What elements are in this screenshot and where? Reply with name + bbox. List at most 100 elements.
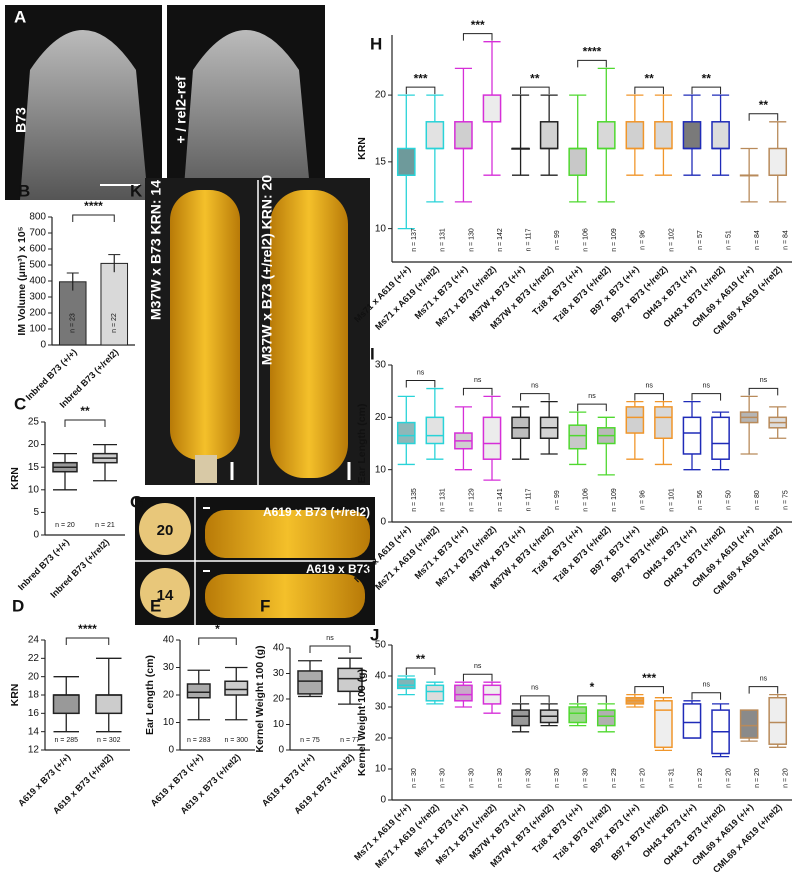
y-axis-label: Kernel Weight 100 (g)	[356, 669, 368, 776]
photo-label: A619 x B73 (+/rel2)	[263, 505, 370, 519]
n-label: n = 96	[640, 490, 647, 510]
significance-bracket	[520, 695, 550, 703]
significance-label: *	[215, 622, 220, 636]
n-label: n = 77	[340, 737, 360, 744]
y-tick-label: 10	[273, 719, 285, 730]
n-label: n = 106	[583, 228, 590, 252]
box	[224, 680, 249, 696]
n-label: n = 30	[411, 768, 418, 788]
significance-bracket	[198, 637, 237, 645]
box	[596, 121, 616, 150]
significance-label: **	[416, 652, 426, 666]
box	[568, 147, 588, 176]
panel-letter: H	[370, 34, 382, 53]
significance-label: **	[759, 98, 769, 112]
y-tick-label: 10	[375, 764, 387, 775]
n-label: n = 20	[783, 768, 790, 788]
n-label: n = 21	[95, 522, 115, 529]
n-label: n = 101	[668, 488, 675, 512]
box	[297, 670, 323, 695]
box	[654, 406, 673, 440]
significance-label: ****	[84, 199, 103, 213]
y-tick-label: 0	[278, 745, 284, 756]
y-tick-label: 100	[29, 324, 46, 335]
y-tick-label: 500	[29, 260, 46, 271]
n-label: n = 20	[697, 768, 704, 788]
y-axis-label: IM Volume (μm³) x 10⁵	[16, 226, 28, 335]
n-label: n = 20	[640, 768, 647, 788]
n-label: n = 135	[411, 488, 418, 512]
y-tick-label: 24	[28, 635, 40, 646]
panel-letter: F	[260, 596, 270, 615]
n-label: n = 51	[725, 230, 732, 250]
y-tick-label: 30	[163, 662, 175, 673]
y-tick-label: 40	[163, 635, 175, 646]
significance-bracket	[634, 86, 664, 95]
n-label: n = 131	[440, 228, 447, 252]
n-label: n = 75	[783, 490, 790, 510]
n-label: n = 29	[611, 768, 618, 788]
x-tick-label: Tzi8 x B73 (+/+)	[530, 802, 583, 855]
y-tick-label: 5	[33, 507, 39, 518]
significance-bracket	[634, 393, 664, 401]
n-label: n = 117	[525, 488, 532, 511]
y-axis-label: KRN	[9, 467, 21, 490]
y-tick-label: 10	[375, 223, 387, 234]
y-tick-label: 400	[29, 276, 46, 287]
box	[186, 683, 211, 699]
y-tick-label: 15	[375, 156, 387, 167]
n-label: n = 50	[725, 490, 732, 510]
y-axis-label: Ear Length (cm)	[144, 655, 156, 735]
n-label: n = 84	[783, 230, 790, 250]
box	[654, 121, 673, 150]
significance-bracket	[405, 380, 436, 388]
y-tick-label: 20	[273, 694, 285, 705]
significance-bracket	[577, 695, 607, 703]
box	[596, 709, 616, 727]
n-label: n = 20	[754, 768, 761, 788]
y-axis-label: Ear Length (cm)	[356, 404, 368, 484]
box	[482, 416, 502, 460]
significance-bracket	[748, 113, 779, 121]
n-label: n = 137	[411, 228, 418, 252]
significance-bracket	[462, 33, 493, 41]
significance-label: **	[644, 71, 654, 85]
n-label: n = 30	[554, 768, 561, 788]
y-tick-label: 0	[380, 517, 386, 528]
y-tick-label: 300	[29, 292, 46, 303]
n-label: n = 131	[440, 488, 447, 512]
panel-letter: C	[14, 394, 26, 413]
y-tick-label: 20	[163, 690, 175, 701]
significance-bracket	[462, 387, 493, 396]
y-tick-label: 0	[380, 795, 386, 806]
n-label: n = 285	[54, 737, 78, 744]
y-tick-label: 0	[33, 530, 39, 541]
significance-label: ns	[588, 393, 596, 400]
box	[454, 684, 473, 702]
box	[682, 416, 702, 455]
n-label: n = 56	[697, 490, 704, 510]
n-label: n = 30	[583, 768, 590, 788]
photo-label: B73	[13, 107, 29, 133]
y-tick-label: 12	[28, 745, 40, 756]
significance-label: ns	[474, 377, 482, 384]
box	[568, 424, 588, 450]
significance-bracket	[309, 645, 351, 653]
photo-label: M37W x B73 KRN: 14	[148, 180, 164, 320]
box	[396, 678, 416, 690]
x-tick-label: Ms71 x B73 (+/+)	[413, 524, 470, 581]
y-tick-label: 40	[375, 671, 387, 682]
n-label: n = 129	[468, 488, 475, 512]
y-tick-label: 10	[28, 484, 40, 495]
significance-label: ns	[760, 675, 768, 682]
box	[625, 406, 645, 434]
panel-letter: K	[130, 181, 143, 200]
significance-label: ****	[583, 45, 602, 59]
significance-bracket	[748, 387, 779, 396]
significance-bracket	[64, 419, 106, 427]
box	[482, 94, 502, 123]
y-tick-label: 14	[28, 726, 40, 737]
box	[654, 700, 673, 749]
y-tick-label: 30	[375, 360, 387, 371]
panel-letter: B	[18, 181, 30, 200]
